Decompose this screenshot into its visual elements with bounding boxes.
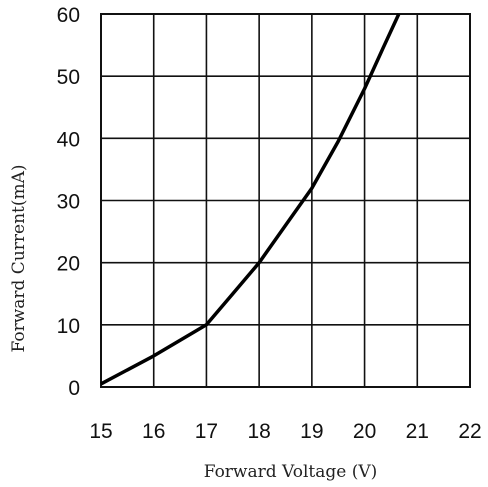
y-tick-label: 10 [57, 315, 80, 338]
x-tick-label: 18 [247, 420, 270, 443]
series-line [100, 13, 401, 386]
x-tick-label: 16 [142, 420, 165, 443]
y-tick-label: 50 [57, 66, 80, 89]
x-axis-label: Forward Voltage (V) [204, 462, 378, 482]
y-axis-label: Forward Current(mA) [9, 164, 29, 352]
plot-frame [100, 13, 471, 388]
y-tick-label: 20 [57, 253, 80, 276]
x-tick-labels: 15 16 17 18 19 20 21 22 [89, 420, 481, 443]
y-tick-label: 60 [57, 4, 80, 27]
grid [100, 13, 471, 388]
x-tick-label: 15 [89, 420, 112, 443]
x-tick-label: 20 [353, 420, 376, 443]
y-tick-label: 0 [68, 377, 80, 400]
x-tick-label: 21 [406, 420, 429, 443]
y-tick-labels: 0 10 20 30 40 50 60 [57, 4, 80, 400]
x-tick-label: 22 [458, 420, 481, 443]
x-tick-label: 17 [195, 420, 218, 443]
y-tick-label: 30 [57, 191, 80, 214]
y-tick-label: 40 [57, 128, 80, 151]
x-tick-label: 19 [300, 420, 323, 443]
